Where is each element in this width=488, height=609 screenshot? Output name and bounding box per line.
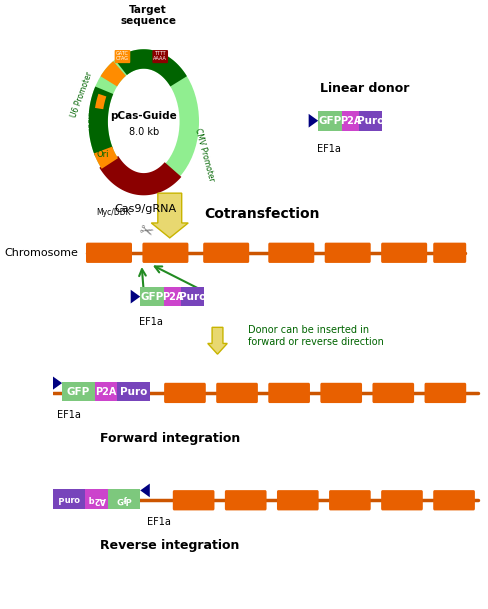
FancyBboxPatch shape: [142, 242, 188, 263]
Text: Cas9/gRNA: Cas9/gRNA: [115, 204, 177, 214]
FancyBboxPatch shape: [108, 489, 140, 509]
Text: Puro: Puro: [357, 116, 384, 125]
FancyBboxPatch shape: [381, 242, 427, 263]
Polygon shape: [131, 290, 140, 303]
FancyBboxPatch shape: [268, 242, 314, 263]
FancyBboxPatch shape: [95, 382, 117, 401]
Text: gRNA
Scaffold: gRNA Scaffold: [196, 85, 228, 122]
Text: A2q: A2q: [87, 495, 105, 504]
Text: EF1a: EF1a: [317, 144, 341, 153]
FancyBboxPatch shape: [140, 287, 164, 306]
Text: Forward integration: Forward integration: [100, 432, 240, 445]
Polygon shape: [140, 484, 150, 498]
Text: EF1a: EF1a: [140, 317, 163, 327]
FancyBboxPatch shape: [318, 111, 342, 130]
FancyBboxPatch shape: [85, 489, 108, 509]
FancyBboxPatch shape: [325, 242, 371, 263]
Text: Ԁɟ⅁: Ԁɟ⅁: [116, 495, 132, 504]
FancyBboxPatch shape: [268, 383, 310, 403]
Text: GFP: GFP: [318, 116, 342, 125]
Text: CMV Promoter: CMV Promoter: [193, 127, 216, 182]
Text: Puro: Puro: [179, 292, 206, 301]
FancyBboxPatch shape: [203, 242, 249, 263]
FancyBboxPatch shape: [329, 490, 371, 510]
FancyBboxPatch shape: [277, 490, 319, 510]
Polygon shape: [53, 376, 62, 390]
FancyBboxPatch shape: [372, 383, 414, 403]
Text: Cotransfection: Cotransfection: [204, 207, 320, 221]
Text: GFP: GFP: [66, 387, 90, 396]
Text: 8.0 kb: 8.0 kb: [129, 127, 159, 137]
FancyBboxPatch shape: [433, 242, 466, 263]
Polygon shape: [308, 114, 318, 127]
Text: P2A: P2A: [95, 387, 117, 396]
FancyBboxPatch shape: [321, 383, 362, 403]
FancyBboxPatch shape: [381, 490, 423, 510]
Text: Ori: Ori: [96, 150, 109, 159]
FancyBboxPatch shape: [225, 490, 266, 510]
FancyBboxPatch shape: [216, 383, 258, 403]
Text: Donor can be inserted in
forward or reverse direction: Donor can be inserted in forward or reve…: [248, 325, 384, 347]
FancyBboxPatch shape: [173, 490, 214, 510]
FancyArrow shape: [151, 193, 188, 238]
Text: Chromosome: Chromosome: [5, 248, 79, 258]
FancyBboxPatch shape: [433, 490, 475, 510]
FancyBboxPatch shape: [164, 287, 181, 306]
FancyBboxPatch shape: [181, 287, 204, 306]
FancyBboxPatch shape: [115, 50, 130, 63]
Text: P2A: P2A: [162, 292, 183, 301]
Text: EF1a: EF1a: [57, 410, 81, 420]
Text: U6 Promoter: U6 Promoter: [69, 71, 94, 119]
FancyBboxPatch shape: [152, 50, 168, 63]
Text: oɹnԀ: oɹnԀ: [57, 495, 80, 504]
Text: AMPr: AMPr: [82, 109, 92, 128]
FancyBboxPatch shape: [86, 242, 132, 263]
FancyArrow shape: [208, 327, 227, 354]
Text: Reverse integration: Reverse integration: [100, 539, 240, 552]
Text: ✂: ✂: [136, 220, 156, 242]
Text: P2A: P2A: [340, 116, 361, 125]
FancyBboxPatch shape: [53, 489, 85, 509]
FancyBboxPatch shape: [117, 382, 150, 401]
Text: Linear donor: Linear donor: [321, 82, 410, 95]
Text: Myc/DDK: Myc/DDK: [96, 208, 131, 217]
FancyBboxPatch shape: [62, 382, 95, 401]
Text: Target
sequence: Target sequence: [120, 5, 176, 26]
FancyBboxPatch shape: [425, 383, 466, 403]
Text: Puro: Puro: [120, 387, 147, 396]
Text: pCas-Guide: pCas-Guide: [110, 111, 177, 121]
FancyBboxPatch shape: [359, 111, 383, 130]
Text: GATC
CTAG: GATC CTAG: [116, 51, 129, 62]
FancyBboxPatch shape: [342, 111, 359, 130]
Text: GFP: GFP: [141, 292, 163, 301]
Text: EF1a: EF1a: [147, 517, 171, 527]
FancyBboxPatch shape: [164, 383, 206, 403]
Text: TTTT
AAAA: TTTT AAAA: [153, 51, 167, 62]
